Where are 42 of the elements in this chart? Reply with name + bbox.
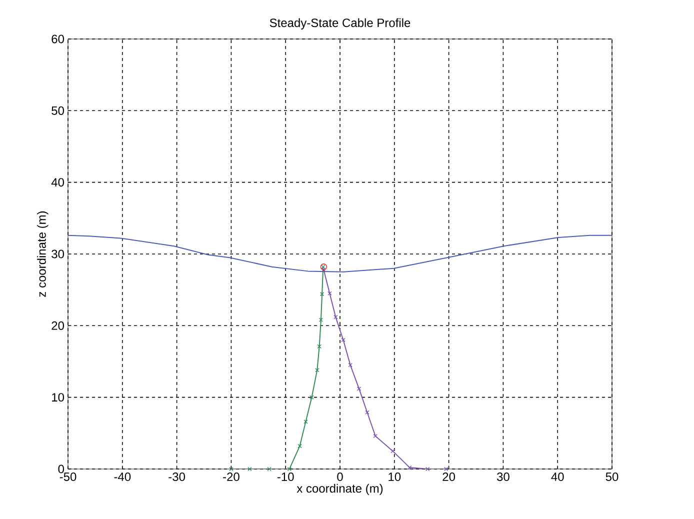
y-axis-title: z coordinate (m) bbox=[37, 211, 48, 297]
point bbox=[328, 291, 332, 296]
point bbox=[365, 410, 370, 414]
x-tick-label: 50 bbox=[606, 472, 618, 482]
point bbox=[334, 314, 338, 320]
y-tick-label: 50 bbox=[52, 106, 64, 115]
x-tick-label: 30 bbox=[496, 472, 510, 482]
point bbox=[408, 465, 412, 470]
point bbox=[356, 386, 362, 391]
x-tick-label: -40 bbox=[114, 472, 131, 482]
point bbox=[373, 434, 378, 438]
y-tick-label: 30 bbox=[52, 250, 64, 258]
x-tick-label: 20 bbox=[442, 472, 456, 482]
point bbox=[348, 362, 352, 368]
x-tick-label: -20 bbox=[223, 472, 240, 482]
point bbox=[298, 444, 302, 448]
x-tick-label: 40 bbox=[551, 472, 564, 482]
point bbox=[304, 420, 308, 424]
point bbox=[315, 368, 320, 372]
x-tick-label: 10 bbox=[388, 472, 401, 482]
y-tick-label: 20 bbox=[52, 321, 64, 330]
x-axis-title: x coordinate (m) bbox=[296, 484, 383, 496]
x-tick-label: -30 bbox=[168, 472, 186, 482]
point bbox=[248, 466, 252, 472]
y-tick-label: 60 bbox=[52, 34, 64, 44]
point bbox=[267, 466, 272, 472]
y-tick-label: 10 bbox=[52, 393, 64, 402]
point bbox=[287, 466, 292, 472]
point bbox=[425, 466, 430, 472]
chart-title: Steady-State Cable Profile bbox=[270, 18, 410, 30]
y-tick-label: 40 bbox=[51, 178, 64, 187]
point bbox=[317, 344, 322, 349]
x-tick-label: 0 bbox=[337, 472, 343, 482]
point bbox=[318, 318, 324, 322]
x-tick-label: -10 bbox=[277, 472, 294, 482]
x-tick-label: -50 bbox=[60, 472, 76, 482]
point bbox=[341, 338, 346, 342]
point bbox=[310, 395, 314, 400]
point bbox=[320, 292, 324, 296]
line-series bbox=[68, 234, 612, 272]
y-tick-label: 0 bbox=[58, 464, 64, 474]
point bbox=[390, 448, 395, 454]
